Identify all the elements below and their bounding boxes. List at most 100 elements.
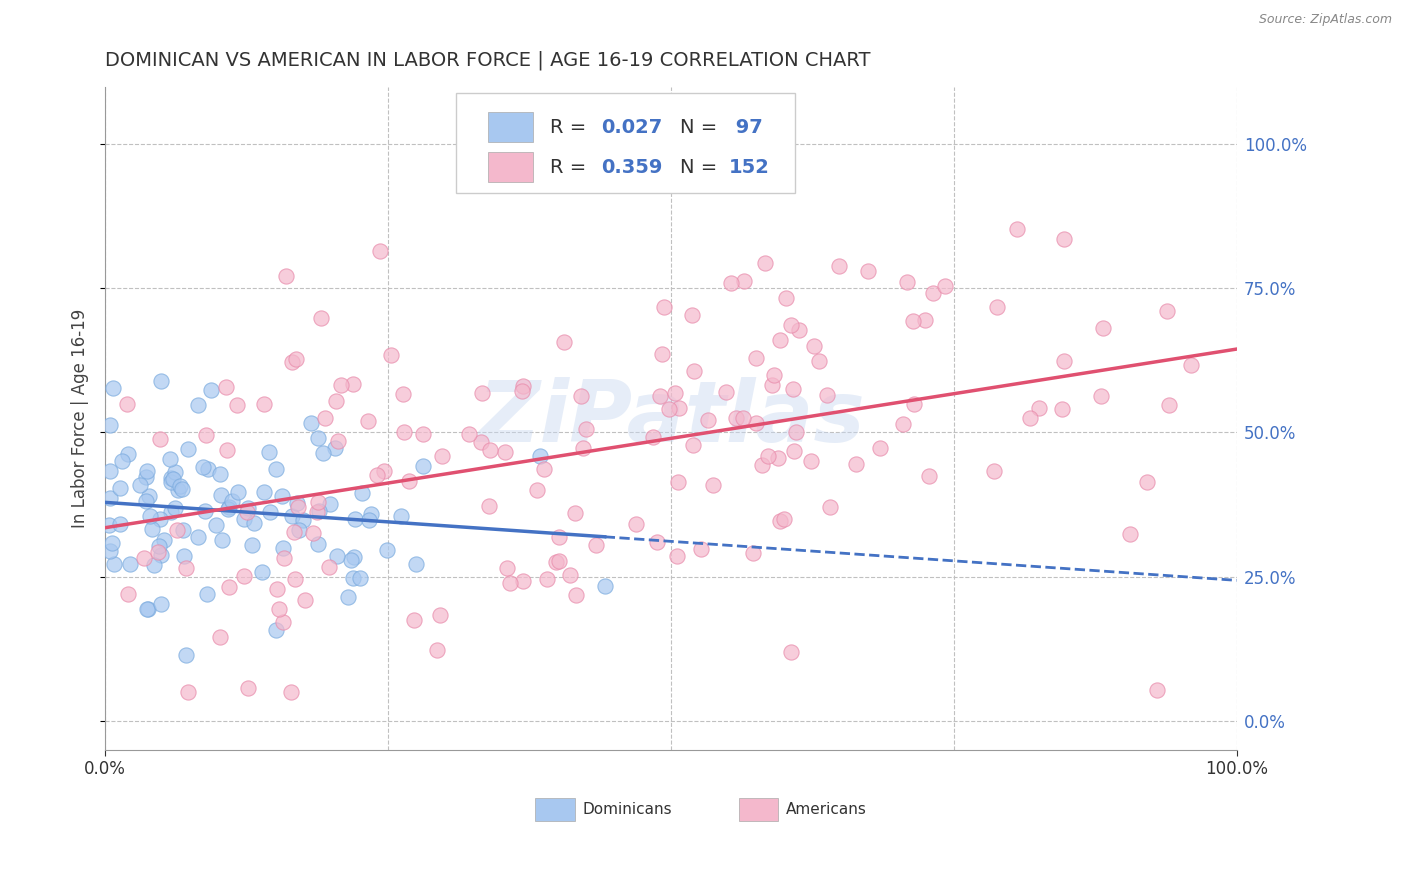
Point	[668, 401, 690, 416]
Point	[412, 459, 434, 474]
Point	[983, 465, 1005, 479]
Point	[934, 278, 956, 293]
Point	[478, 443, 501, 458]
Point	[641, 430, 664, 444]
Point	[720, 276, 742, 290]
Point	[299, 416, 322, 430]
Point	[307, 494, 329, 508]
Point	[307, 536, 329, 550]
Point	[172, 483, 194, 497]
Point	[111, 454, 134, 468]
Point	[110, 516, 132, 531]
Point	[285, 496, 308, 510]
Point	[326, 549, 349, 563]
Point	[349, 571, 371, 585]
Point	[101, 381, 124, 395]
Point	[253, 484, 276, 499]
Point	[553, 334, 575, 349]
Point	[302, 526, 325, 541]
Point	[211, 533, 233, 547]
Point	[457, 426, 479, 441]
Point	[392, 386, 415, 401]
Point	[240, 538, 263, 552]
Point	[1136, 475, 1159, 489]
Point	[526, 483, 548, 497]
Point	[273, 615, 295, 629]
Point	[103, 557, 125, 571]
Point	[287, 523, 309, 537]
Point	[560, 568, 582, 582]
Point	[986, 300, 1008, 314]
Point	[294, 592, 316, 607]
Point	[176, 648, 198, 662]
Point	[495, 560, 517, 574]
Point	[108, 481, 131, 495]
Point	[430, 449, 453, 463]
Text: N =: N =	[681, 158, 724, 177]
Point	[117, 587, 139, 601]
Point	[160, 505, 183, 519]
Point	[318, 560, 340, 574]
Point	[209, 488, 232, 502]
Point	[360, 508, 382, 522]
Point	[658, 402, 681, 417]
Point	[165, 501, 187, 516]
Point	[756, 449, 779, 463]
Point	[205, 517, 228, 532]
Point	[344, 512, 367, 526]
Point	[217, 502, 239, 516]
Point	[191, 460, 214, 475]
Point	[681, 308, 703, 322]
Point	[323, 441, 346, 455]
Point	[510, 384, 533, 399]
Point	[243, 516, 266, 531]
Point	[766, 451, 789, 466]
Point	[828, 260, 851, 274]
Point	[225, 398, 247, 412]
Point	[818, 500, 841, 514]
Point	[128, 478, 150, 492]
Point	[167, 483, 190, 497]
Point	[398, 474, 420, 488]
Point	[1019, 411, 1042, 425]
Point	[118, 557, 141, 571]
Point	[499, 575, 522, 590]
Point	[357, 414, 380, 428]
Point	[512, 379, 534, 393]
Point	[197, 461, 219, 475]
Point	[169, 479, 191, 493]
Point	[235, 505, 257, 519]
Point	[135, 465, 157, 479]
Point	[1005, 222, 1028, 236]
Point	[665, 549, 688, 564]
Point	[149, 432, 172, 446]
Point	[132, 551, 155, 566]
Point	[702, 477, 724, 491]
Point	[494, 445, 516, 459]
Point	[1180, 359, 1202, 373]
Point	[233, 568, 256, 582]
Point	[548, 530, 571, 544]
Point	[917, 469, 939, 483]
Point	[221, 494, 243, 508]
Point	[141, 522, 163, 536]
Point	[149, 512, 172, 526]
Point	[270, 489, 292, 503]
Point	[1052, 232, 1074, 246]
Point	[800, 453, 823, 467]
Point	[136, 601, 159, 615]
Point	[368, 244, 391, 258]
Point	[405, 558, 427, 572]
Point	[329, 378, 352, 392]
Y-axis label: In Labor Force | Age 16-19: In Labor Force | Age 16-19	[72, 309, 89, 528]
Point	[135, 470, 157, 484]
Point	[426, 643, 449, 657]
Point	[238, 681, 260, 695]
Point	[215, 380, 238, 394]
Point	[536, 572, 558, 586]
Point	[751, 458, 773, 472]
Point	[208, 630, 231, 644]
Point	[149, 548, 172, 562]
Point	[342, 377, 364, 392]
Point	[149, 598, 172, 612]
